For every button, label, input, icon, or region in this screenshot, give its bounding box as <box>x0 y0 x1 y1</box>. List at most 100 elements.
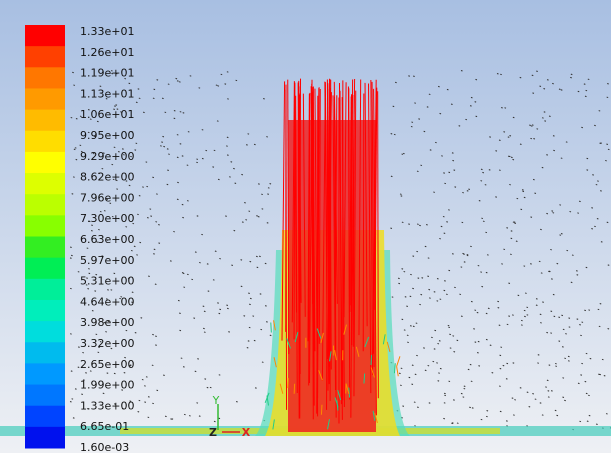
vector <box>526 314 529 316</box>
vector <box>607 328 610 330</box>
vector <box>115 179 118 182</box>
vector <box>163 374 165 376</box>
skirt-vector <box>363 373 366 384</box>
vector <box>71 193 74 195</box>
vector <box>585 266 588 269</box>
vector <box>564 399 566 402</box>
vector <box>153 253 155 255</box>
vector <box>552 293 555 296</box>
vector <box>448 171 451 174</box>
skirt-vector <box>279 383 284 394</box>
vector <box>463 261 466 263</box>
jet-vector <box>332 95 336 391</box>
vector <box>438 372 440 374</box>
vector <box>186 273 189 276</box>
vector <box>458 125 461 127</box>
vector <box>452 159 455 162</box>
vector <box>113 272 116 275</box>
vector <box>584 95 587 98</box>
vector <box>409 295 412 298</box>
vector <box>392 105 395 108</box>
vector <box>576 318 579 320</box>
vector <box>161 141 164 143</box>
vector <box>416 354 418 357</box>
vector <box>113 108 116 110</box>
vector <box>103 321 106 324</box>
vector <box>530 216 533 218</box>
vector <box>113 372 116 375</box>
vector <box>466 253 469 256</box>
vector <box>420 164 423 167</box>
jet-vector <box>298 80 300 405</box>
vector <box>474 309 477 311</box>
vector <box>419 224 421 227</box>
vector <box>502 364 505 367</box>
vector <box>444 182 447 185</box>
vector <box>86 247 89 249</box>
vector <box>600 190 602 192</box>
vector <box>585 352 588 355</box>
vector <box>198 87 201 89</box>
vector <box>119 297 122 300</box>
vector <box>413 401 416 403</box>
vector <box>431 336 433 339</box>
vector <box>558 88 561 90</box>
vector <box>507 155 510 158</box>
vector <box>433 291 436 293</box>
vector <box>521 189 524 191</box>
vector <box>607 83 609 85</box>
vector <box>509 183 511 186</box>
vector <box>449 333 452 336</box>
vector <box>82 351 85 354</box>
jet-vector <box>368 83 372 394</box>
vector <box>247 133 250 135</box>
vector <box>77 346 80 348</box>
vector <box>462 191 464 194</box>
vector <box>400 367 403 370</box>
vector <box>533 138 536 140</box>
vector <box>163 145 166 148</box>
colorbar-label: 5.97e+00 <box>80 254 134 267</box>
vector <box>579 324 581 326</box>
vector <box>562 377 565 379</box>
colorbar-label: 3.98e+00 <box>80 316 134 329</box>
vector <box>568 326 571 328</box>
jet-vector <box>308 92 311 386</box>
skirt-vector <box>294 331 299 343</box>
vector <box>500 73 502 76</box>
colorbar-label: 9.29e+00 <box>80 150 134 163</box>
vector <box>607 264 610 266</box>
vector <box>505 420 508 422</box>
skirt-vector <box>386 341 391 353</box>
vector <box>198 415 201 417</box>
vector <box>453 351 456 353</box>
vector <box>454 186 457 188</box>
vector <box>520 324 523 326</box>
vector <box>252 315 255 317</box>
vector <box>585 392 588 395</box>
vector <box>477 340 480 343</box>
vector <box>138 399 141 402</box>
vector <box>88 220 91 223</box>
jet-vector <box>324 82 328 310</box>
vector <box>532 178 535 181</box>
vector <box>199 261 201 264</box>
vector <box>124 77 127 80</box>
vector <box>106 239 109 241</box>
vector <box>88 272 91 275</box>
jet-vector <box>351 79 356 346</box>
vector <box>122 262 125 265</box>
vector <box>489 136 491 138</box>
vector <box>548 115 551 117</box>
vector <box>153 88 156 91</box>
vector <box>445 293 448 296</box>
vector <box>541 166 544 169</box>
vector <box>152 333 154 336</box>
jet-vector <box>295 95 298 394</box>
vector <box>219 308 222 311</box>
vector <box>511 314 514 316</box>
vector <box>96 120 99 123</box>
vector <box>145 161 148 163</box>
vector <box>91 224 93 226</box>
jet-vector <box>281 81 286 341</box>
